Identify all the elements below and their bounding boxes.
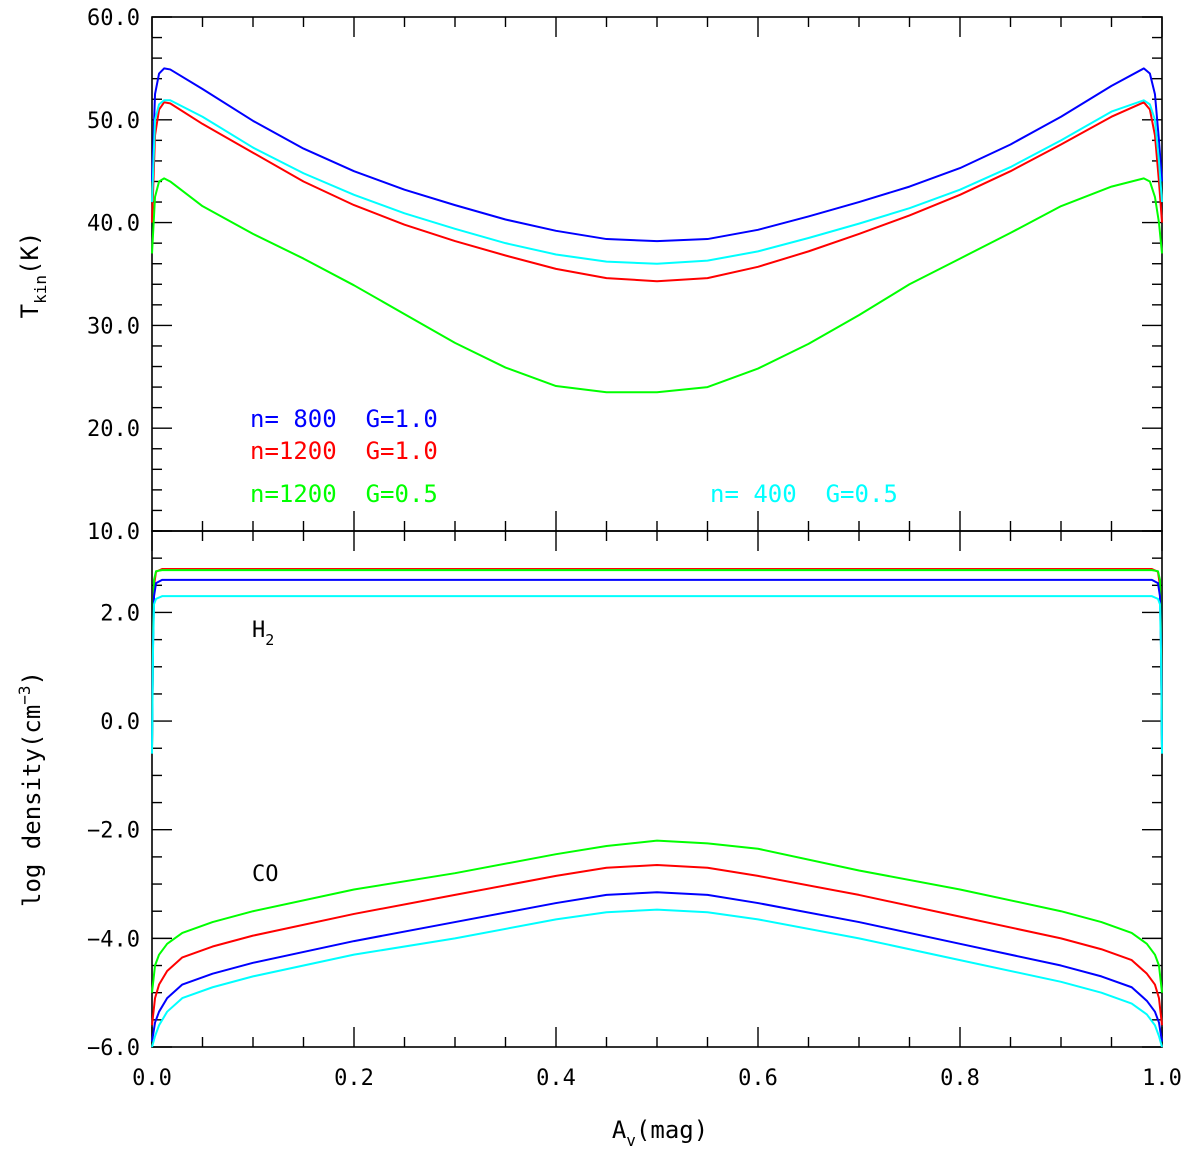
y-tick-label: 50.0 [87, 109, 140, 134]
legend-item: n=1200 G=0.5 [250, 480, 438, 508]
bottom-panel: −6.0 −4.0 −2.0 0.0 2.0 0.0 0.2 0.4 0.6 0.8 1.0 H2… [15, 530, 1182, 1150]
annotation-h: H2 [252, 618, 274, 649]
tkin-series-n-400-g-0-5 [151, 99, 1163, 265]
y-tick-label: 20.0 [87, 417, 140, 442]
x-tick-label: 0.2 [334, 1066, 374, 1091]
bottom-y-axis-title: log density(cm−3) [15, 671, 46, 907]
y-tick-label: 60.0 [87, 6, 140, 31]
y-title-sup: −3 [15, 685, 34, 704]
x-title-rest: (mag) [636, 1116, 708, 1144]
x-tick-label: 0.8 [940, 1066, 980, 1091]
legend: n= 800 G=1.0 n=1200 G=1.0 n=1200 G=0.5 n= 4… [250, 405, 898, 508]
y-title-text: log density(cm [18, 705, 46, 907]
legend-item: n= 800 G=1.0 [250, 405, 438, 433]
y-tick-label: −6.0 [87, 1036, 140, 1061]
density-series-h2-n-800-g-1-0 [151, 578, 1163, 749]
top-ytick-labels: 10.0 20.0 30.0 40.0 50.0 60.0 [87, 6, 140, 545]
top-panel: 10.0 20.0 30.0 40.0 50.0 60.0 n= 800 G=1.0 n=1… [16, 6, 1163, 545]
legend-item: n=1200 G=1.0 [250, 437, 438, 465]
y-tick-label: 10.0 [87, 520, 140, 545]
y-tick-label: −2.0 [87, 819, 140, 844]
bottom-ticks [151, 530, 1163, 1048]
legend-item: n= 400 G=0.5 [710, 480, 898, 508]
x-tick-label: 0.6 [738, 1066, 778, 1091]
density-series-co-n-800-g-1-0 [151, 891, 1163, 1042]
x-tick-label: 0.0 [132, 1066, 172, 1091]
density-series-co-n-400-g-0-5 [151, 908, 1163, 1048]
bottom-xtick-labels: 0.0 0.2 0.4 0.6 0.8 1.0 [132, 1066, 1182, 1091]
x-axis-title: Av(mag) [612, 1116, 708, 1150]
y-title-main: T [16, 304, 44, 318]
density-series-co-n-1200-g-0-5 [151, 839, 1163, 993]
y-tick-label: 40.0 [87, 212, 140, 237]
x-tick-label: 1.0 [1142, 1066, 1182, 1091]
density-series-co-n-1200-g-1-0 [151, 864, 1163, 1026]
top-series [151, 67, 1163, 394]
bottom-annotations: H2 CO [252, 618, 279, 887]
x-title-sub: v [626, 1131, 636, 1150]
y-title-end: ) [18, 671, 46, 685]
x-title-main: A [612, 1116, 627, 1144]
tkin-series-n-1200-g-0-5 [151, 177, 1163, 394]
density-series-h2-n-400-g-0-5 [151, 595, 1163, 754]
annotation-co: CO [252, 862, 279, 887]
y-tick-label: 2.0 [100, 601, 140, 626]
y-tick-label: 0.0 [100, 710, 140, 735]
y-title-sub: kin [31, 275, 50, 304]
top-y-axis-title: Tkin(K) [16, 232, 50, 319]
y-tick-label: −4.0 [87, 927, 140, 952]
tkin-series-n-1200-g-1-0 [151, 101, 1163, 283]
bottom-series [151, 568, 1163, 1048]
tkin-series-n-800-g-1-0 [151, 67, 1163, 243]
bottom-ytick-labels: −6.0 −4.0 −2.0 0.0 2.0 [87, 601, 140, 1061]
y-title-rest: (K) [16, 232, 44, 275]
bottom-panel-frame [151, 530, 1163, 1048]
x-tick-label: 0.4 [536, 1066, 576, 1091]
y-tick-label: 30.0 [87, 314, 140, 339]
